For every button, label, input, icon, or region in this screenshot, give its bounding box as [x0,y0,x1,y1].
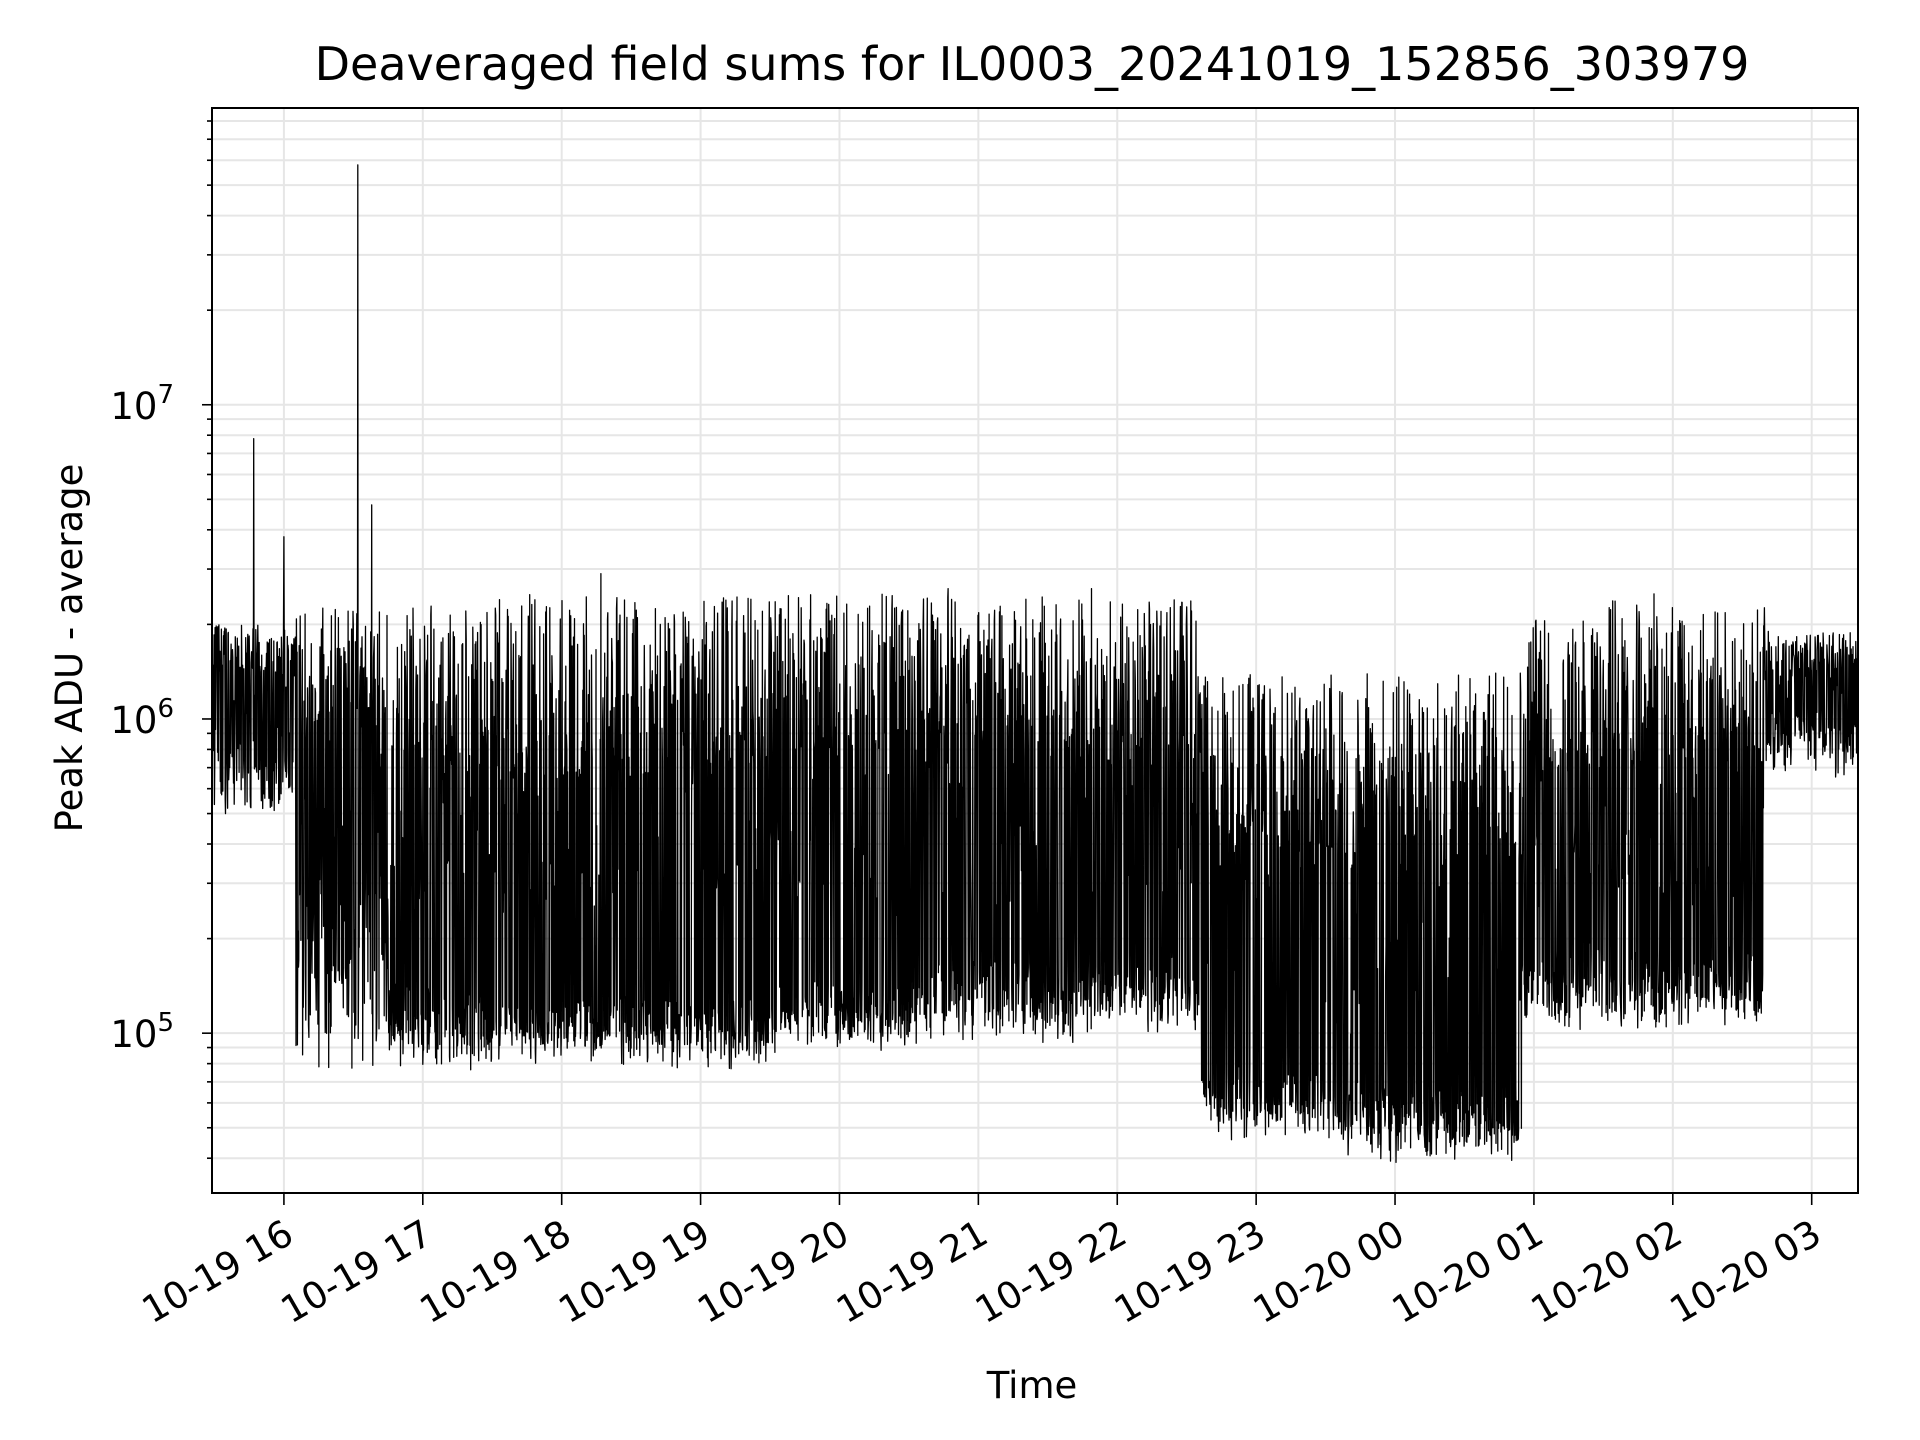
axes-frame [211,107,1859,1194]
chart-title: Deaveraged field sums for IL0003_2024101… [315,37,1750,91]
x-axis-label: Time [986,1364,1078,1407]
y-tick-label-base: 10 [110,699,157,742]
y-tick-label-exponent: 7 [157,380,174,410]
y-tick-label: 105 [110,1008,174,1056]
y-tick-label-base: 10 [110,1013,157,1056]
y-tick-label: 106 [110,694,174,742]
series-line [211,164,1859,1164]
y-axis-label: Peak ADU - average [48,464,91,833]
y-tick-label-base: 10 [110,385,157,428]
y-tick-label: 107 [110,380,174,428]
y-tick-label-exponent: 6 [157,694,174,724]
y-tick-label-exponent: 5 [157,1008,174,1038]
plot-area [211,164,1859,1164]
